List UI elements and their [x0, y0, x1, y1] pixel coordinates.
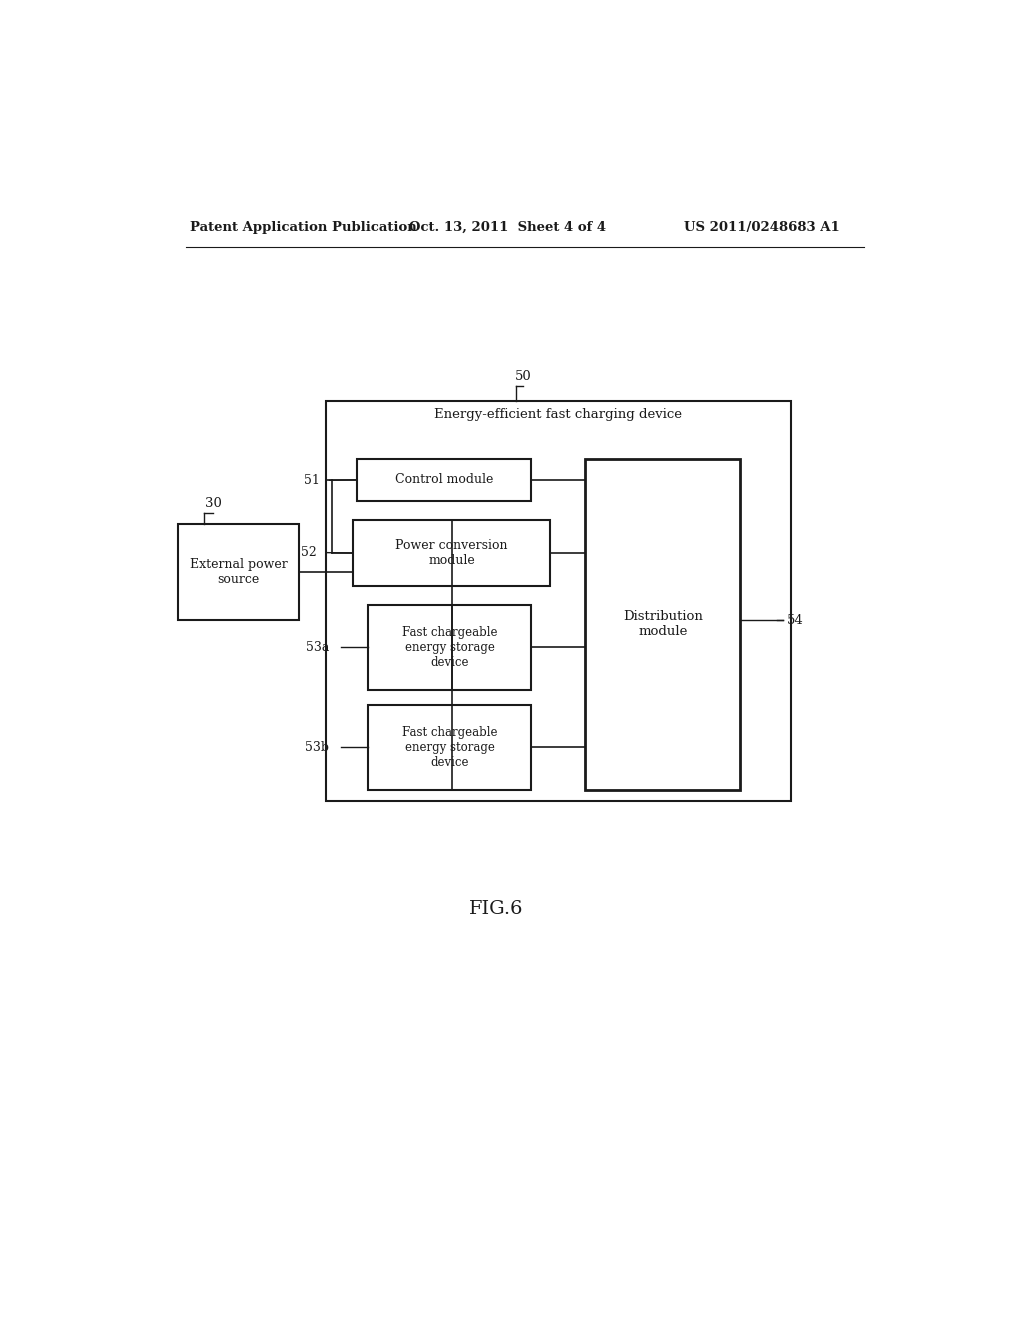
Text: 50: 50 — [515, 370, 531, 383]
Text: 54: 54 — [786, 614, 804, 627]
Text: Patent Application Publication: Patent Application Publication — [190, 222, 417, 234]
Bar — [356, 459, 531, 502]
Text: US 2011/0248683 A1: US 2011/0248683 A1 — [684, 222, 841, 234]
Text: 51: 51 — [303, 474, 319, 487]
Text: Control module: Control module — [394, 474, 493, 486]
Text: Oct. 13, 2011  Sheet 4 of 4: Oct. 13, 2011 Sheet 4 of 4 — [410, 222, 606, 234]
Text: Energy-efficient fast charging device: Energy-efficient fast charging device — [434, 408, 682, 421]
Text: FIG.6: FIG.6 — [469, 900, 523, 919]
Bar — [369, 705, 531, 789]
Text: Fast chargeable
energy storage
device: Fast chargeable energy storage device — [401, 626, 498, 669]
Text: Fast chargeable
energy storage
device: Fast chargeable energy storage device — [401, 726, 498, 770]
Bar — [178, 524, 299, 620]
Text: External power
source: External power source — [189, 558, 288, 586]
Bar — [352, 520, 550, 586]
Text: 53b: 53b — [305, 741, 330, 754]
Bar — [586, 459, 740, 789]
Text: 30: 30 — [205, 496, 221, 510]
Text: Power conversion
module: Power conversion module — [395, 539, 508, 568]
Text: Distribution
module: Distribution module — [623, 610, 702, 639]
Text: 53a: 53a — [306, 640, 330, 653]
Bar — [369, 605, 531, 689]
Text: 52: 52 — [301, 546, 317, 560]
Bar — [326, 401, 791, 801]
